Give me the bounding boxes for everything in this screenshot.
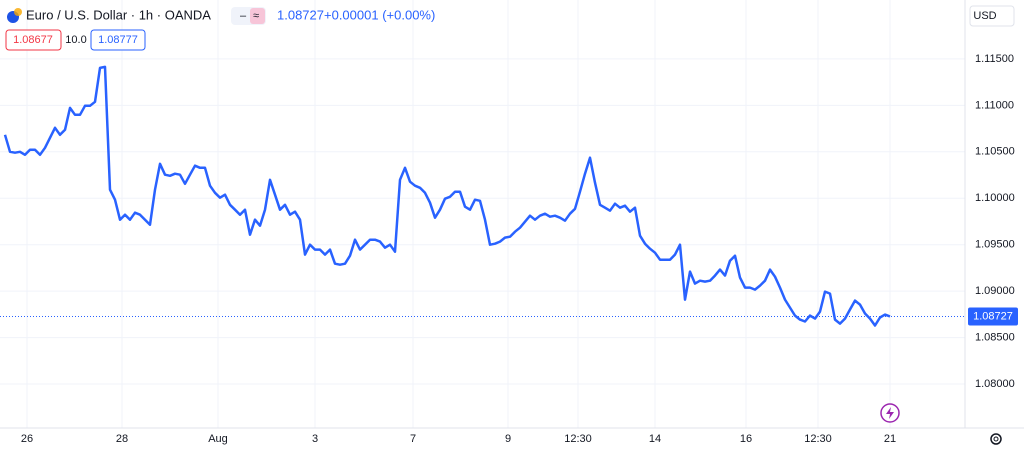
x-tick-label: 12:30 [804,433,832,445]
grid [0,0,965,428]
last-price-badge [968,307,1018,326]
currency-button[interactable] [969,5,1015,27]
y-tick-label: 1.10500 [975,146,1015,158]
sell-button[interactable] [5,29,62,51]
last-price-label: 1.08727 [973,310,1013,322]
indicator-toggle-on[interactable] [250,8,265,24]
y-tick-label: 1.08000 [975,378,1015,390]
y-tick-label: 1.10000 [975,192,1015,204]
bid-price[interactable]: 1.08677 [13,34,53,46]
lightning-icon[interactable] [880,403,900,423]
price-change: +0.00001 (+0.00%) [324,7,435,22]
toggle-icon: – [240,10,247,22]
price-line [3,65,891,327]
x-tick-label: 12:30 [564,433,592,445]
y-tick-label: 1.11500 [975,53,1014,65]
x-tick-label: 16 [740,433,752,445]
y-tick-label: 1.09000 [975,285,1015,297]
x-tick-label: 26 [21,433,33,445]
x-tick-label: 21 [884,433,896,445]
x-tick-label: 7 [410,433,416,445]
buy-button[interactable] [90,29,146,51]
x-tick-label: 14 [649,433,661,445]
ask-price[interactable]: 1.08777 [98,34,138,46]
x-tick-label: 9 [505,433,511,445]
y-tick-label: 1.09500 [975,239,1015,251]
toggle-icon: ≈ [253,10,259,22]
y-tick-label: 1.08500 [975,332,1015,344]
last-price: 1.08727 [277,7,324,22]
x-tick-label: Aug [208,433,228,445]
currency[interactable]: USD [973,10,996,22]
x-tick-label: 28 [116,433,128,445]
symbol-title: Euro / U.S. Dollar · 1h · OANDA [26,7,211,22]
plot [3,65,891,327]
symbol-icon [7,8,22,23]
spread: 10.0 [65,34,86,46]
x-tick-label: 3 [312,433,318,445]
y-tick-label: 1.11000 [975,99,1014,111]
settings-icon[interactable] [990,433,1002,445]
